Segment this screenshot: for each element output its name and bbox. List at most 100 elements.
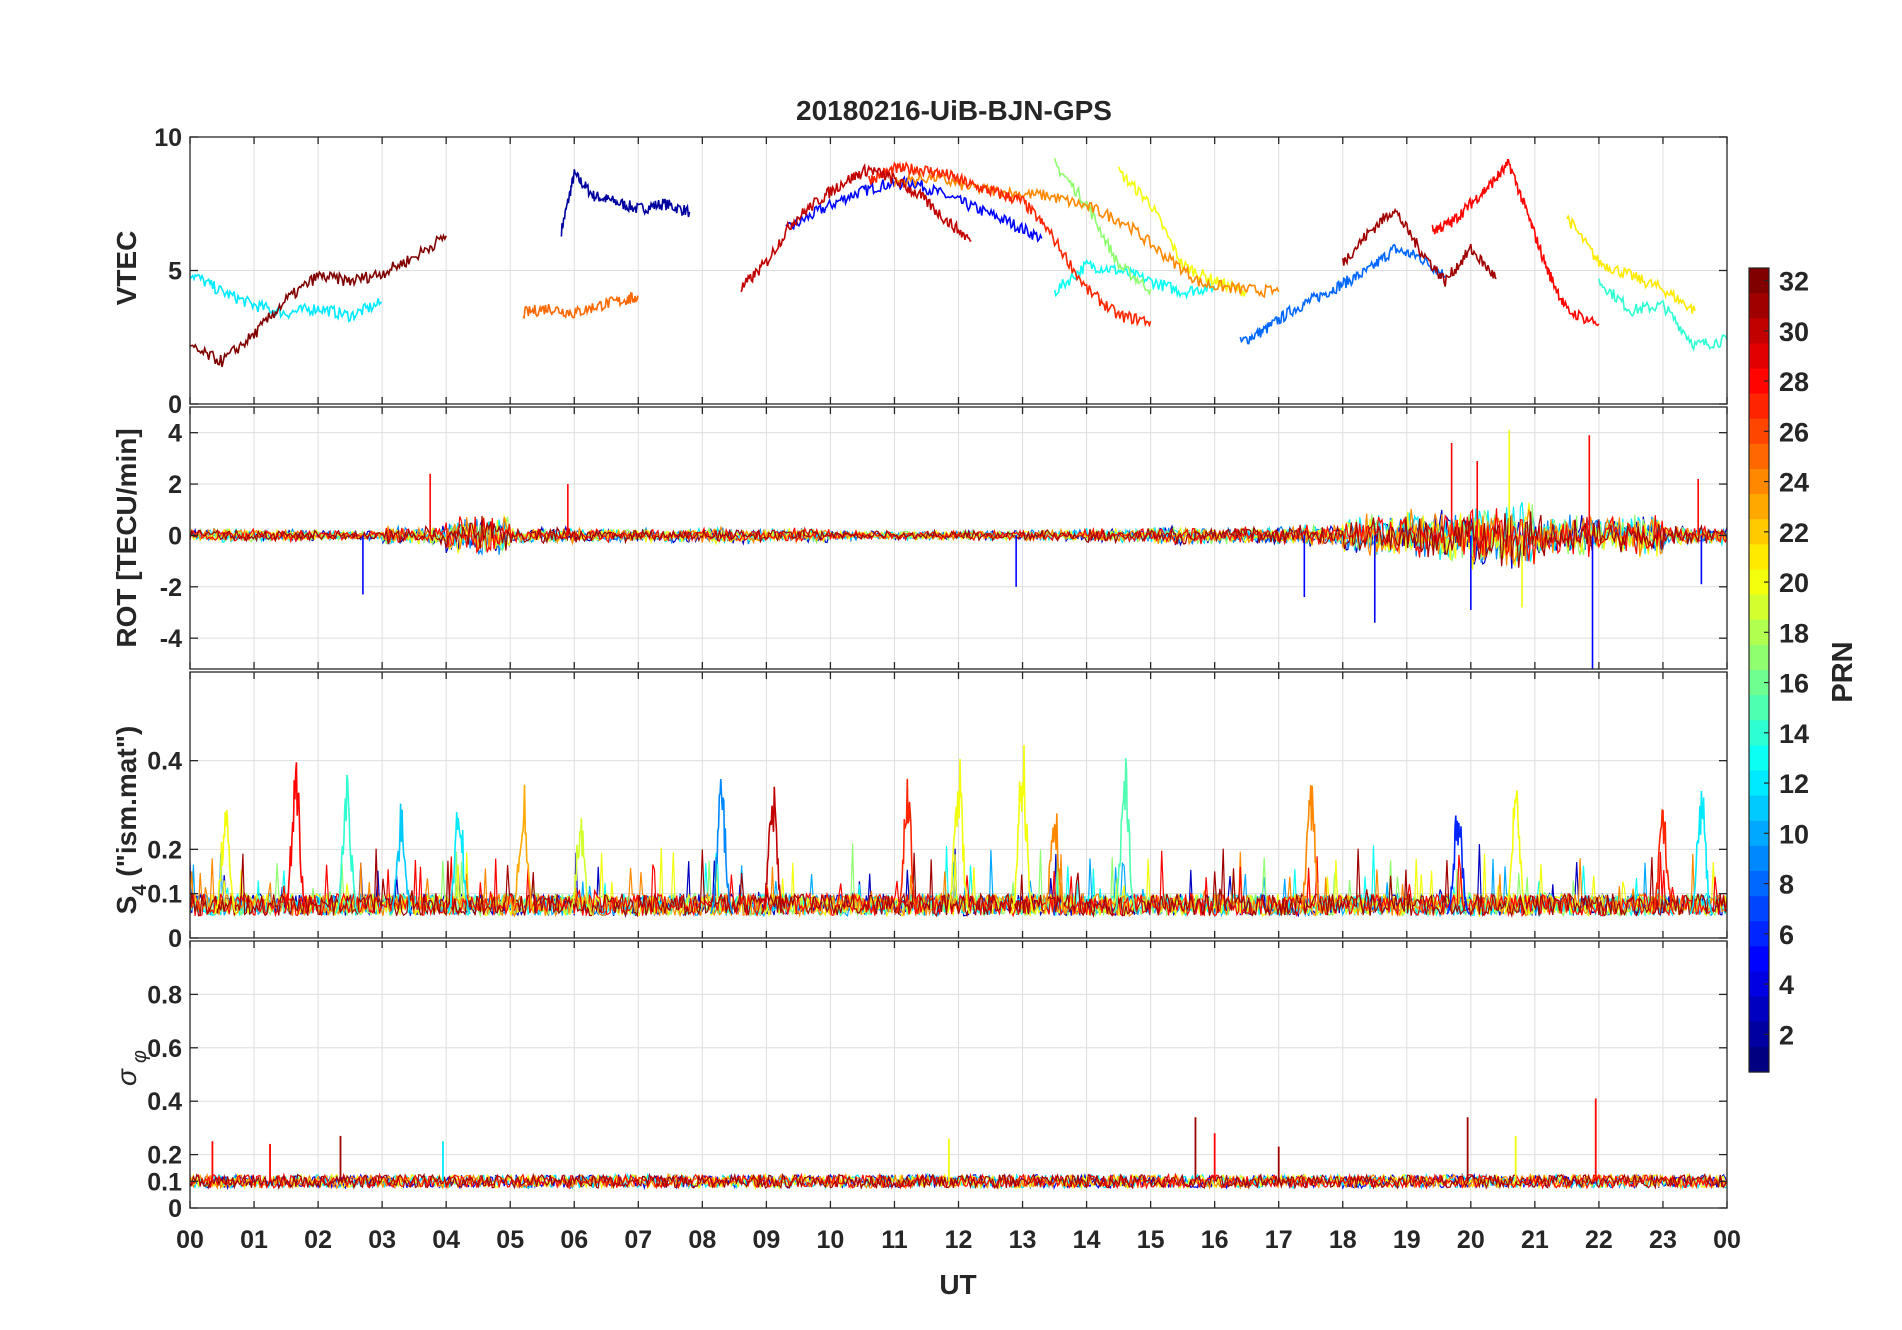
- s4-spike-prn-6: [1446, 815, 1470, 915]
- y-tick-label: 10: [154, 124, 182, 152]
- x-tick-label: 16: [1201, 1226, 1229, 1254]
- colorbar-swatch: [1749, 996, 1769, 1023]
- colorbar-label: PRN: [1827, 641, 1859, 702]
- s4-line-prn-31: [190, 848, 1727, 919]
- colorbar-tick-label: 10: [1779, 819, 1809, 849]
- y-tick-label: 0.6: [147, 1035, 182, 1063]
- vtec-line-prn-24: [893, 171, 1280, 299]
- colorbar-swatch: [1749, 845, 1769, 872]
- sigma-line-prn-31: [190, 1172, 1727, 1190]
- chart-title: 20180216-UiB-BJN-GPS: [796, 95, 1112, 126]
- vtec-line-prn-27: [868, 161, 1152, 328]
- x-tick-label: 04: [432, 1226, 460, 1254]
- colorbar-swatch: [1749, 619, 1769, 646]
- y-tick-label: 0.4: [147, 1088, 182, 1116]
- vtec-line-prn-17: [1053, 158, 1152, 297]
- y-tick-label: 4: [168, 420, 182, 448]
- x-tick-label: 03: [368, 1226, 396, 1254]
- y-tick-label: 2: [168, 471, 182, 499]
- vtec-series-group: [190, 158, 1727, 368]
- vtec-line-prn-31: [1342, 207, 1497, 287]
- colorbar-tick-label: 8: [1779, 870, 1794, 900]
- axes-frame: [189, 671, 1728, 939]
- colorbar-swatch: [1749, 644, 1769, 671]
- x-axis-label: UT: [939, 1269, 976, 1300]
- axes-frames: [189, 136, 1728, 1209]
- y-tick-label: 5: [168, 258, 182, 286]
- x-tick-label: 13: [1009, 1226, 1037, 1254]
- y-axis-label-rot: ROT [TECU/min]: [111, 428, 142, 647]
- colorbar-swatch: [1749, 896, 1769, 922]
- s4-spike-prn-12: [1689, 790, 1714, 915]
- colorbar-tick-label: 20: [1779, 568, 1809, 598]
- colorbar-tick-label: 18: [1779, 618, 1809, 648]
- plot-data: [190, 158, 1727, 1191]
- colorbar-swatch: [1749, 971, 1769, 998]
- y-tick-label: 0: [168, 925, 182, 953]
- s4-spike-prn-24: [1042, 813, 1067, 915]
- colorbar-swatch: [1749, 544, 1769, 571]
- x-tick-label: 06: [560, 1226, 588, 1254]
- s4-spike-prn-24: [1298, 785, 1323, 915]
- x-tick-label: 17: [1265, 1226, 1293, 1254]
- x-tick-label: 08: [688, 1226, 716, 1254]
- vtec-line-prn-2: [560, 169, 691, 237]
- rot-series-group: [190, 430, 1727, 669]
- colorbar-swatch: [1749, 594, 1769, 621]
- sigma-line-prn-28: [190, 1172, 1727, 1191]
- vtec-line-prn-14: [1598, 278, 1727, 352]
- x-tick-label: 02: [304, 1226, 332, 1254]
- y-axis-label-vtec: VTEC: [111, 231, 142, 306]
- x-tick-label: 07: [624, 1226, 652, 1254]
- colorbar-swatch: [1749, 469, 1769, 495]
- colorbar-swatch: [1749, 820, 1769, 847]
- s4-spike-prn-19: [568, 818, 593, 916]
- colorbar-tick-label: 14: [1779, 719, 1809, 749]
- vtec-line-prn-28: [1431, 158, 1600, 327]
- s4-spike-prn-12: [447, 812, 471, 915]
- x-tick-label: 21: [1521, 1226, 1549, 1254]
- sigma-series-group: [190, 1098, 1727, 1191]
- s4-spike-prn-20: [1010, 744, 1035, 915]
- s4-spike-prn-20: [213, 810, 238, 915]
- colorbar-tick-label: 16: [1779, 669, 1809, 699]
- s4-spike-prn-11: [389, 803, 414, 915]
- x-tick-label: 20: [1457, 1226, 1485, 1254]
- y-tick-label: 0: [168, 391, 182, 419]
- x-tick-label: 00: [176, 1226, 204, 1254]
- y-tick-label: 0: [168, 522, 182, 550]
- s4-spike-prn-27: [895, 778, 919, 915]
- y-tick-label: 0.8: [147, 981, 182, 1009]
- y-tick-label: 0.1: [147, 881, 182, 909]
- x-tick-label: 18: [1329, 1226, 1357, 1254]
- colorbar-tick-label: 4: [1779, 970, 1794, 1000]
- s4-rest: ("ism.mat"): [111, 726, 142, 885]
- colorbar-tick-label: 22: [1779, 518, 1809, 548]
- vtec-line-prn-5: [785, 175, 1043, 243]
- s4-sub: 4: [129, 884, 151, 896]
- x-tick-label: 09: [752, 1226, 780, 1254]
- vtec-line-prn-25: [522, 291, 639, 320]
- colorbar-swatch: [1749, 770, 1769, 797]
- colorbar-tick-label: 32: [1779, 267, 1809, 297]
- y-tick-label: 0.2: [147, 1142, 182, 1170]
- vtec-line-prn-32: [190, 233, 447, 368]
- rot-line-prn-31: [190, 511, 1727, 568]
- vtec-line-prn-12: [190, 273, 383, 323]
- s4-series-group: [190, 744, 1727, 919]
- colorbar-swatch: [1749, 1021, 1769, 1048]
- vtec-line-prn-20: [1117, 166, 1247, 297]
- axes-frame: [189, 940, 1728, 1209]
- colorbar-swatch: [1749, 720, 1769, 746]
- colorbar-swatch: [1749, 293, 1769, 319]
- colorbar-swatch: [1749, 670, 1769, 696]
- colorbar-tick-label: 26: [1779, 417, 1809, 447]
- colorbar-swatch: [1749, 871, 1769, 897]
- colorbar-swatch: [1749, 1046, 1769, 1073]
- colorbar-swatch: [1749, 695, 1769, 721]
- colorbar-swatch: [1749, 343, 1769, 370]
- colorbar-swatch: [1749, 494, 1769, 520]
- colorbar-tick-label: 2: [1779, 1020, 1794, 1050]
